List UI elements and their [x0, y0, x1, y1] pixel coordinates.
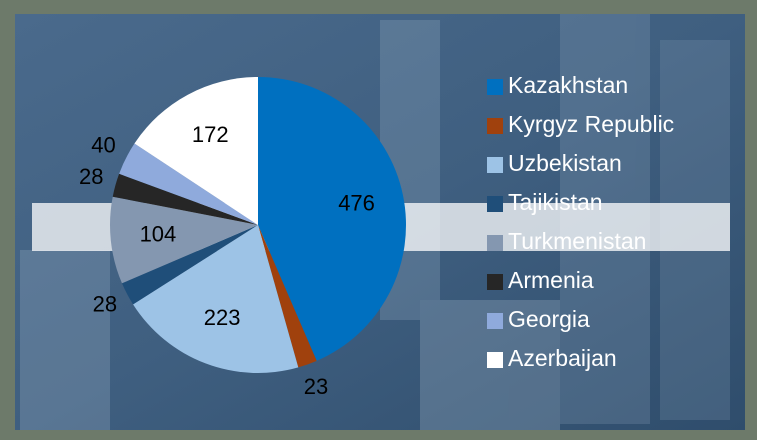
data-label: 28 — [79, 164, 103, 189]
legend-swatch — [487, 157, 503, 173]
data-label: 28 — [93, 292, 117, 317]
legend-label: Tajikistan — [508, 189, 603, 215]
legend-swatch — [487, 196, 503, 212]
data-label: 476 — [338, 190, 375, 215]
data-label: 104 — [140, 221, 177, 246]
data-label: 223 — [204, 305, 241, 330]
legend-swatch — [487, 274, 503, 290]
data-label: 23 — [304, 374, 328, 399]
legend-label: Turkmenistan — [508, 228, 646, 254]
data-label: 172 — [192, 122, 229, 147]
legend-label: Armenia — [508, 267, 594, 293]
legend-label: Georgia — [508, 306, 590, 332]
legend-swatch — [487, 313, 503, 329]
chart: 476 23 223 28 104 28 40 172 Kazakhstan Kyrgyz Re… — [0, 0, 757, 440]
legend-label: Azerbaijan — [508, 345, 617, 371]
legend-label: Kyrgyz Republic — [508, 111, 674, 137]
legend-swatch — [487, 118, 503, 134]
legend-label: Kazakhstan — [508, 72, 628, 98]
legend-swatch — [487, 352, 503, 368]
data-label: 40 — [91, 133, 115, 158]
legend-label: Uzbekistan — [508, 150, 622, 176]
legend-swatch — [487, 235, 503, 251]
legend-swatch — [487, 79, 503, 95]
